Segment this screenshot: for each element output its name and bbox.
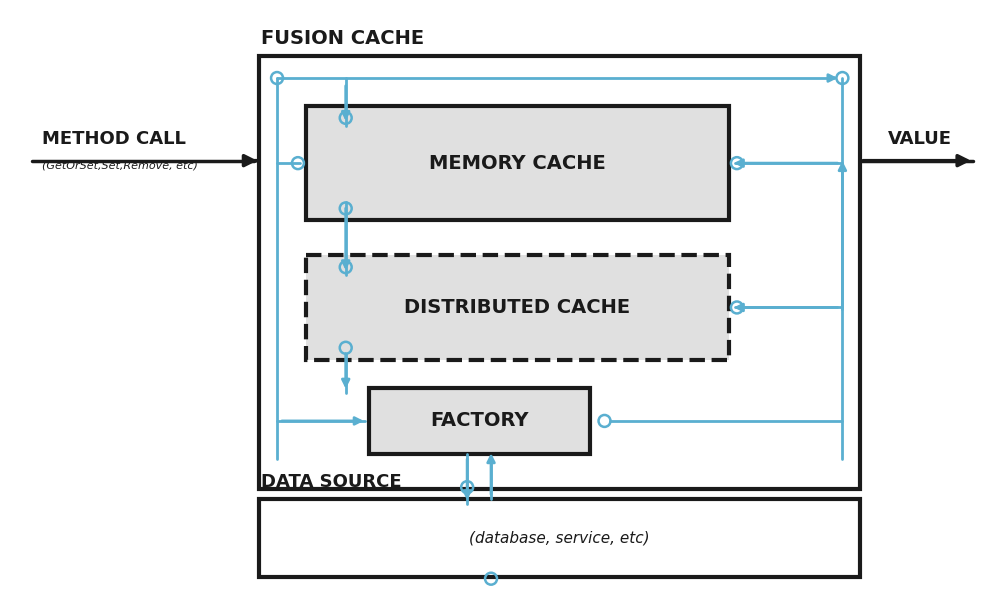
Text: (GetOrSet,Set,Remove, etc): (GetOrSet,Set,Remove, etc)	[42, 161, 198, 170]
Text: FACTORY: FACTORY	[430, 412, 528, 430]
Bar	[259, 499, 860, 577]
Text: MEMORY CACHE: MEMORY CACHE	[429, 154, 606, 173]
Bar	[369, 388, 590, 454]
Text: DISTRIBUTED CACHE: DISTRIBUTED CACHE	[404, 298, 630, 317]
Text: FUSION CACHE: FUSION CACHE	[261, 29, 424, 48]
Bar	[306, 255, 729, 360]
Text: DATA SOURCE: DATA SOURCE	[261, 473, 402, 491]
Bar	[259, 56, 860, 489]
Text: (database, service, etc): (database, service, etc)	[469, 530, 650, 545]
Text: VALUE: VALUE	[888, 130, 952, 148]
Bar	[306, 106, 729, 220]
Text: METHOD CALL: METHOD CALL	[42, 130, 186, 148]
